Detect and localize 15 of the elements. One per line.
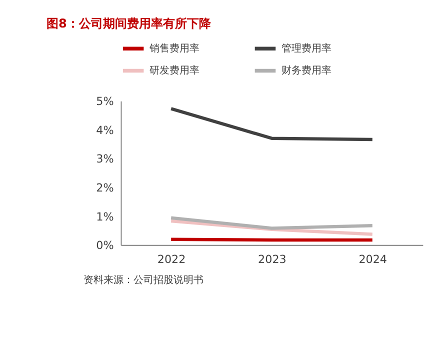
chart-title: 图8：公司期间费用率有所下降 [46, 16, 212, 31]
x-tick-label: 2024 [358, 253, 388, 266]
y-tick-label: 5% [96, 95, 114, 108]
y-tick-label: 1% [96, 210, 114, 224]
x-tick-label: 2023 [258, 253, 286, 266]
y-tick-label: 0% [96, 239, 114, 252]
legend-label: 研发费用率 [150, 64, 200, 76]
y-tick-label: 4% [96, 124, 114, 137]
legend-label: 销售费用率 [148, 42, 200, 54]
y-tick-label: 3% [96, 152, 114, 166]
legend-label: 管理费用率 [281, 42, 332, 54]
x-tick-label: 2022 [157, 253, 186, 266]
text: 资料来源：公司招股说明书 [84, 274, 204, 286]
legend-label: 财务费用率 [281, 64, 332, 76]
y-tick-label: 2% [96, 181, 114, 194]
